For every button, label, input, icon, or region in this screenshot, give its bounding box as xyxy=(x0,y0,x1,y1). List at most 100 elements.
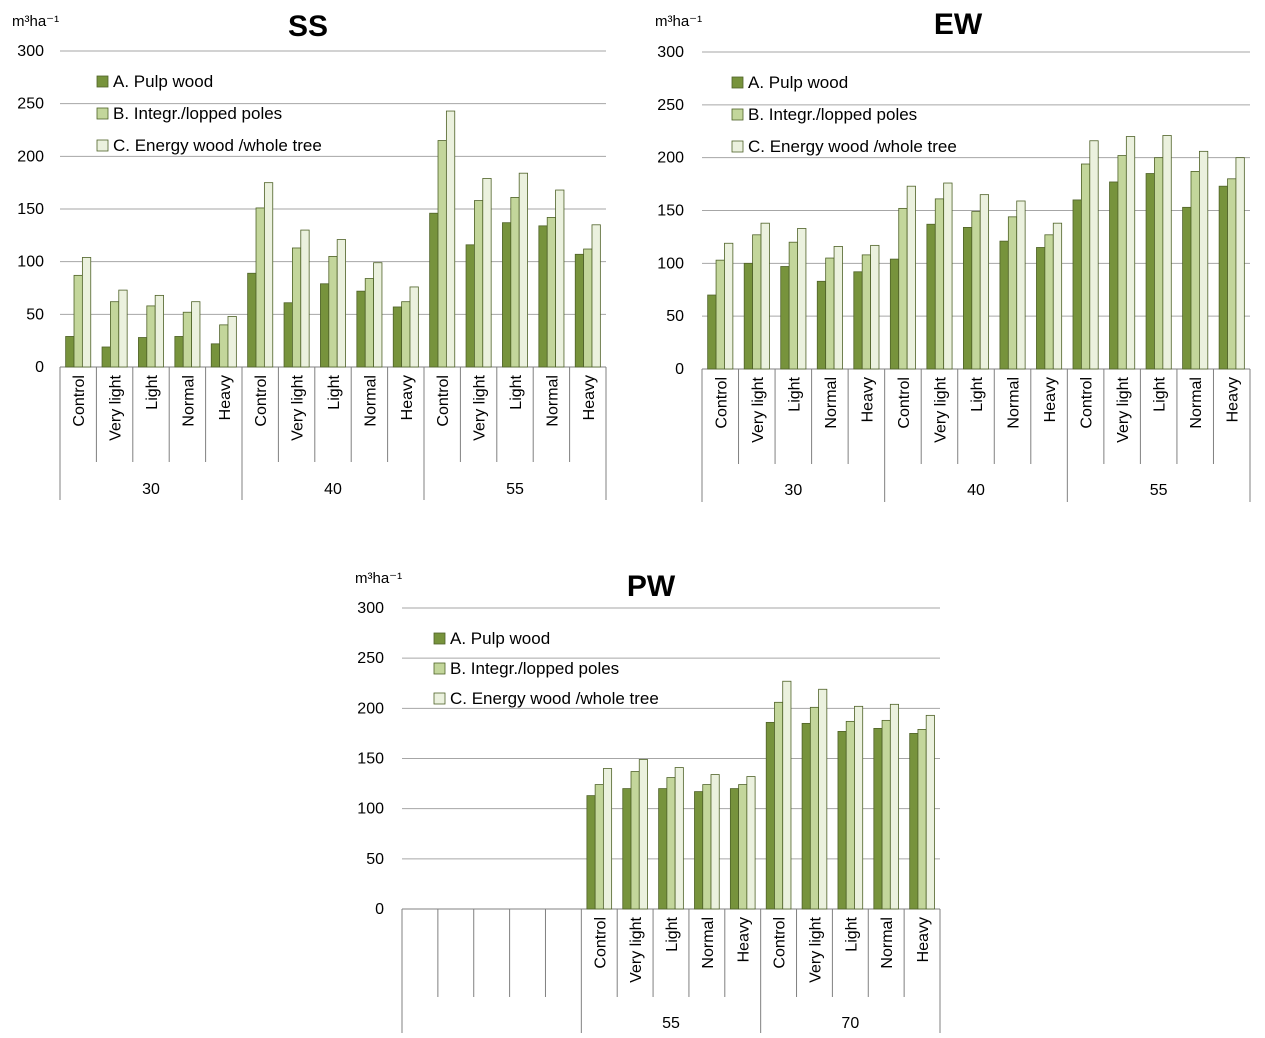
ss-bar-b xyxy=(437,140,447,368)
ew-bar-c xyxy=(760,222,770,370)
ss-category-label: Light xyxy=(144,374,161,409)
ew-bar-b xyxy=(1154,157,1164,370)
ss-group-label: 40 xyxy=(324,481,342,498)
ew-y-tick-label: 200 xyxy=(657,150,684,167)
pw-category-label: Heavy xyxy=(736,917,753,962)
pw-category-label: Control xyxy=(772,917,789,969)
ss-bar-a xyxy=(65,336,75,368)
ew-category-label: Normal xyxy=(823,377,840,429)
ew-bar-a xyxy=(926,223,936,370)
ss-bar-a xyxy=(320,283,330,368)
ew-legend-label: C. Energy wood /whole tree xyxy=(748,137,957,156)
ss-legend-swatch xyxy=(96,139,109,152)
ss-legend-label: C. Energy wood /whole tree xyxy=(113,136,322,155)
ew-category-label: Very light xyxy=(750,376,767,442)
ss-bar-c xyxy=(118,289,128,368)
ss-bar-a xyxy=(247,272,257,368)
pw-category-label: Control xyxy=(592,917,609,969)
pw-legend-label: C. Energy wood /whole tree xyxy=(450,689,659,708)
ss-bar-c xyxy=(154,294,164,368)
pw-y-tick-label: 250 xyxy=(357,650,384,667)
ew-bar-b xyxy=(825,257,835,370)
ew-title: EW xyxy=(934,8,983,41)
ew-category-label: Very light xyxy=(1115,376,1132,442)
pw-bar-c xyxy=(710,774,720,910)
pw-legend-label: A. Pulp wood xyxy=(450,629,550,648)
pw-bar-a xyxy=(729,788,740,910)
ew-category-label: Heavy xyxy=(1042,377,1059,422)
ew-bar-a xyxy=(1182,206,1192,370)
pw-bar-a xyxy=(694,791,704,910)
ew-category-label: Heavy xyxy=(1225,377,1242,422)
pw-group-label: 70 xyxy=(841,1015,859,1032)
ew-bar-c xyxy=(1235,157,1245,370)
ss-category-label: Light xyxy=(508,374,525,409)
ew-bar-b xyxy=(1190,171,1200,370)
ss-category-label: Control xyxy=(435,375,452,427)
ss-bar-a xyxy=(138,337,148,368)
ew-bar-c xyxy=(1016,200,1026,370)
ss-bar-b xyxy=(73,274,83,368)
pw-category-label: Heavy xyxy=(915,917,932,962)
ss-title: SS xyxy=(288,10,328,43)
ss-y-tick-label: 50 xyxy=(26,306,44,323)
ew-bar-b xyxy=(1080,163,1091,370)
ss-bar-c xyxy=(482,178,492,368)
pw-category-label: Normal xyxy=(879,917,896,969)
ss-y-tick-label: 200 xyxy=(17,148,44,165)
ew-category-label: Very light xyxy=(932,376,949,442)
pw-y-tick-label: 300 xyxy=(357,600,384,617)
ew-category-label: Control xyxy=(896,377,913,429)
ss-bar-a xyxy=(465,244,475,368)
ss-bar-b xyxy=(255,207,265,368)
pw-bar-b xyxy=(738,784,748,910)
pw-unit-label: m³ha⁻¹ xyxy=(355,570,402,587)
ss-bar-c xyxy=(336,239,346,368)
ss-bar-a xyxy=(392,306,403,368)
ss-y-tick-label: 100 xyxy=(17,254,44,271)
ss-bar-a xyxy=(502,222,512,368)
ss-bar-b xyxy=(328,255,338,368)
ew-category-label: Normal xyxy=(1188,377,1205,429)
ss-bar-b xyxy=(364,278,374,368)
ss-bar-b xyxy=(401,301,411,368)
pw-category-label: Light xyxy=(843,916,860,951)
ew-bar-c xyxy=(1162,135,1172,370)
ss-y-tick-label: 300 xyxy=(17,43,44,60)
pw-group-label: 55 xyxy=(662,1015,680,1032)
ew-category-label: Normal xyxy=(1006,377,1023,429)
ss-bar-a xyxy=(283,302,293,368)
pw-bar-a xyxy=(622,788,632,910)
ew-category-label: Control xyxy=(1079,377,1096,429)
ew-bar-b xyxy=(715,259,725,370)
ss-category-label: Heavy xyxy=(217,375,234,420)
ss-bar-c xyxy=(555,189,565,368)
ew-group-label: 30 xyxy=(784,482,802,499)
pw-title: PW xyxy=(627,570,676,603)
ss-group-label: 30 xyxy=(142,481,160,498)
pw-y-tick-label: 0 xyxy=(375,901,384,918)
ew-category-label: Light xyxy=(786,376,803,411)
ew-legend-label: A. Pulp wood xyxy=(748,73,848,92)
pw-bar-b xyxy=(845,720,855,910)
ew-bar-b xyxy=(752,234,762,370)
ss-bar-c xyxy=(373,262,383,368)
ew-bar-c xyxy=(1089,140,1099,370)
ew-legend-swatch xyxy=(731,108,744,121)
pw-bar-b xyxy=(666,777,676,910)
ew-bar-b xyxy=(971,211,981,370)
ss-bar-b xyxy=(292,247,302,368)
ss-bar-c xyxy=(300,229,310,368)
ew-bar-a xyxy=(743,262,753,370)
ss-bar-a xyxy=(574,253,585,368)
ss-category-label: Very light xyxy=(472,374,489,440)
ew-bar-b xyxy=(1117,155,1127,370)
ew-bar-b xyxy=(898,207,908,370)
ew-bar-a xyxy=(889,258,900,370)
ew-category-label: Control xyxy=(713,377,730,429)
chart-pw-svg: PW m³ha⁻¹ 0 50 100 150 200 250 300 55 70 Control Ver… xyxy=(355,570,941,1033)
ss-y-tick-label: 150 xyxy=(17,201,44,218)
ew-bar-c xyxy=(797,228,807,370)
ew-bar-a xyxy=(816,280,827,370)
pw-y-tick-label: 50 xyxy=(366,851,384,868)
